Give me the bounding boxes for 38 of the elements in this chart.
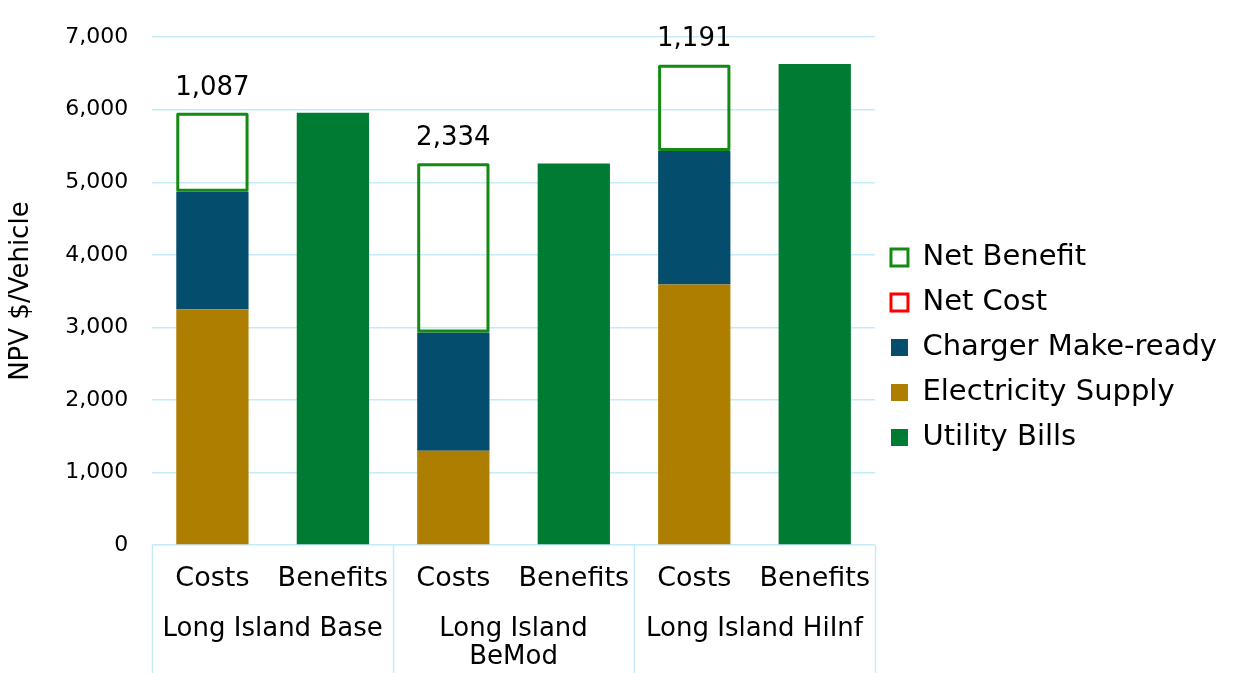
legend-label: Net Cost: [922, 283, 1048, 318]
bar: [176, 191, 249, 310]
bar: [658, 151, 731, 285]
y-tick-label: 7,000: [65, 22, 129, 48]
bar: [778, 64, 851, 545]
y-tick-label: 0: [114, 530, 129, 556]
y-tick-label: 3,000: [65, 313, 129, 339]
data-label: 2,334: [416, 120, 491, 151]
x-tick-label: Benefits: [518, 561, 630, 593]
bar: [296, 112, 370, 545]
bar: [176, 112, 249, 192]
legend-label: Electricity Supply: [922, 373, 1175, 408]
y-tick-label: 6,000: [65, 95, 129, 121]
text: Long Island Base: [162, 611, 383, 642]
bar: [417, 163, 490, 333]
legend-label: Net Benefit: [922, 238, 1087, 273]
legend-label: Utility Bills: [922, 418, 1077, 453]
x-tick-label: Benefits: [759, 561, 870, 593]
legend-label: Charger Make-ready: [922, 328, 1217, 363]
y-tick-label: 1,000: [65, 458, 129, 484]
text: Long Island HiInf: [646, 611, 864, 642]
data-label: 1,191: [657, 22, 732, 53]
x-tick-label: Costs: [657, 561, 732, 593]
bar: [537, 163, 610, 545]
bar: [658, 284, 731, 545]
bar: [417, 450, 490, 545]
x-tick-label: Costs: [175, 561, 250, 593]
text: Long Island BeMod: [439, 611, 588, 670]
y-tick-label: 4,000: [65, 240, 129, 266]
x-tick-label: Costs: [416, 561, 491, 593]
y-tick-label: 2,000: [65, 385, 129, 411]
x-tick-label: Benefits: [277, 561, 389, 593]
bar: [658, 64, 731, 152]
y-axis-title: NPV $/Vehicle: [4, 201, 35, 381]
bar: [176, 309, 249, 545]
bar: [417, 332, 490, 451]
y-tick-label: 5,000: [65, 168, 129, 193]
data-label: 1,087: [175, 70, 250, 101]
